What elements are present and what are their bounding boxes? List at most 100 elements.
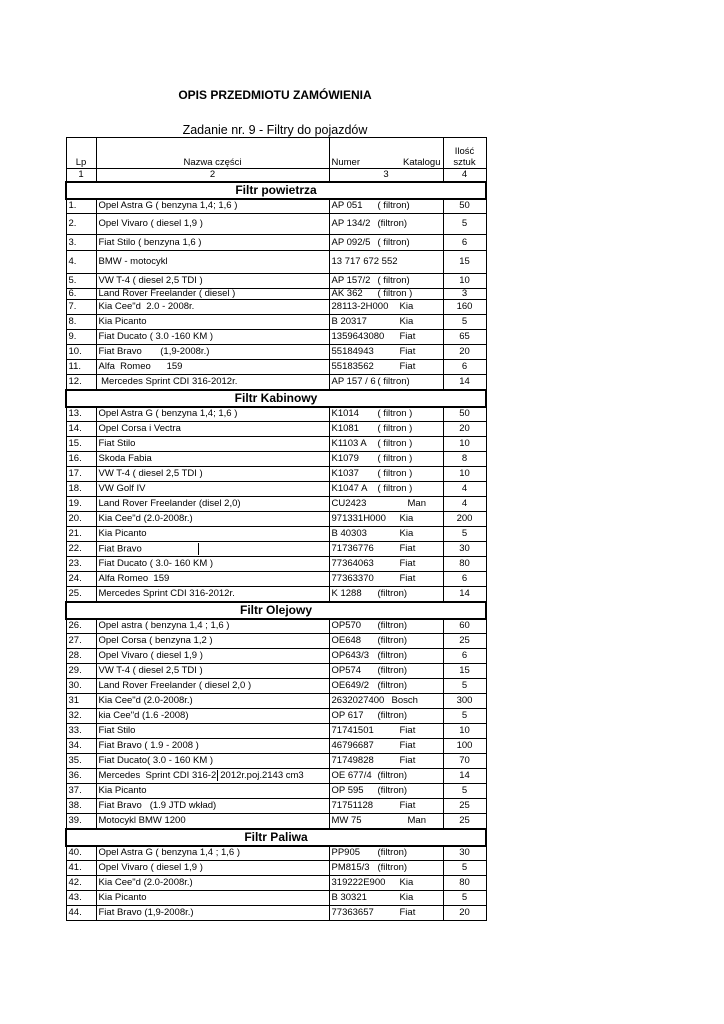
part-name: Fiat Bravo (1.9 JTD wkład) (98, 800, 217, 811)
row-lp: 8. (65, 314, 97, 330)
catalog-code: AP 092/5 (331, 236, 371, 248)
manufacturer: ( filtron) (377, 375, 410, 387)
row-catalog-number: AP 092/5 ( filtron) (328, 234, 444, 251)
row-quantity: 80 (442, 875, 487, 891)
row-catalog-number: CU2423 Man (328, 496, 444, 512)
row-lp: 36. (65, 768, 97, 784)
row-catalog-number: K1047 A ( filtron ) (328, 481, 444, 497)
catalog-code: MW 75 (331, 814, 362, 826)
row-lp: 10. (65, 344, 97, 360)
part-name: Kia Picanto (98, 316, 147, 327)
row-quantity: 5 (442, 890, 487, 906)
row-lp: 23. (65, 556, 97, 572)
manufacturer: (filtron) (377, 862, 408, 873)
document-subtitle: Zadanie nr. 9 - Filtry do pojazdów (182, 123, 368, 137)
row-catalog-number: 77363657 Fiat (328, 905, 444, 921)
row-name: Fiat Stilo ( benzyna 1,6 ) (95, 234, 330, 251)
row-lp: 35. (65, 753, 97, 769)
table-row: 4. BMW - motocykl 13 717 672 552 15 (65, 250, 487, 274)
row-name: Opel Vivaro ( diesel 1,9 ) (95, 860, 330, 876)
table-row: 36. Mercedes Sprint CDI 316-2 2012r.poj.21… (65, 768, 487, 784)
row-name: VW Golf IV (95, 481, 330, 497)
catalog-code: 71749828 (331, 755, 374, 766)
table-row: 28. Opel Vivaro ( diesel 1,9 ) OP643/3 (fil… (65, 648, 487, 664)
table-row: 8. Kia Picanto B 20317 Kia 5 (65, 314, 487, 330)
row-catalog-number: AP 134/2 (filtron) (328, 213, 444, 235)
row-lp: 21. (65, 526, 97, 542)
manufacturer: ( filtron ) (377, 468, 413, 479)
row-lp: 16. (65, 451, 97, 467)
row-catalog-number: OE649/2 (filtron) (328, 678, 444, 694)
part-name: VW T-4 ( diesel 2,5 TDI ) (98, 275, 203, 286)
part-name: Opel Astra G ( benzyna 1,4 ; 1,6 ) (98, 847, 241, 859)
document-title: OPIS PRZEDMIOTU ZAMÓWIENIA (178, 88, 372, 102)
row-quantity: 14 (442, 768, 487, 784)
row-quantity: 5 (442, 314, 487, 330)
row-quantity: 65 (442, 329, 487, 345)
table-row: 2. Opel Vivaro ( diesel 1,9 ) AP 134/2 (fil… (65, 213, 487, 235)
catalog-code: OP574 (331, 665, 362, 676)
row-catalog-number: 71741501 Fiat (328, 723, 444, 739)
row-catalog-number: OP570 (filtron) (328, 618, 444, 634)
row-quantity: 10 (442, 436, 487, 452)
part-name: Fiat Ducato( 3.0 - 160 KM ) (98, 755, 214, 766)
catalog-code: K1014 (331, 408, 359, 420)
row-lp: 3. (65, 234, 97, 251)
manufacturer: Fiat (399, 907, 416, 918)
row-lp: 29. (65, 663, 97, 679)
catalog-code: PM815/3 (331, 862, 370, 873)
row-quantity: 4 (442, 496, 487, 512)
catalog-code: 77364063 (331, 558, 374, 569)
part-name: Land Rover Freelander (disel 2,0) (98, 498, 241, 509)
row-lp: 28. (65, 648, 97, 664)
catalog-code: 71741501 (331, 725, 374, 736)
row-quantity: 160 (442, 299, 487, 315)
row-name: Fiat Ducato( 3.0 - 160 KM ) (95, 753, 330, 769)
row-catalog-number: 1359643080 Fiat (328, 329, 444, 345)
row-catalog-number: AP 051 ( filtron) (328, 198, 444, 214)
row-name: Opel Astra G ( benzyna 1,4; 1,6 ) (95, 406, 330, 422)
row-catalog-number: K 1288 (filtron) (328, 586, 444, 602)
table-row: 16. Skoda Fabia K1079 ( filtron ) 8 (65, 451, 487, 467)
part-name: Fiat Stilo ( benzyna 1,6 ) (98, 236, 202, 248)
manufacturer: Fiat (399, 800, 416, 811)
catalog-code: 319222E900 (331, 877, 386, 888)
row-name: Opel Corsa i Vectra (95, 421, 330, 437)
row-name: Land Rover Freelander (disel 2,0) (95, 496, 330, 512)
table-row: 27. Opel Corsa ( benzyna 1,2 ) OE648 (filtr… (65, 633, 487, 649)
catalog-code: K1103 A (331, 438, 367, 449)
row-quantity: 5 (442, 708, 487, 724)
row-name: Kia Cee"d 2.0 - 2008r. (95, 299, 330, 315)
row-quantity: 8 (442, 451, 487, 467)
part-name: Kia Picanto (98, 892, 147, 903)
part-name: Fiat Ducato ( 3.0- 160 KM ) (98, 558, 214, 569)
row-name: Opel astra ( benzyna 1,4 ; 1,6 ) (95, 618, 330, 634)
catalog-code: 28113-2H000 (331, 301, 389, 312)
manufacturer: (filtron) (377, 785, 408, 796)
row-name: Kia Cee"d (2.0-2008r.) (95, 875, 330, 891)
table-row: 19. Land Rover Freelander (disel 2,0) CU24… (65, 496, 487, 512)
table-row: 24. Alfa Romeo 159 77363370 Fiat 6 (65, 571, 487, 587)
catalog-code: 77363370 (331, 573, 374, 584)
catalog-code: 55184943 (331, 346, 374, 357)
header-qty: Ilość sztuk (442, 137, 487, 169)
row-lp: 5. (65, 273, 97, 289)
manufacturer: Fiat (399, 361, 416, 372)
row-catalog-number: OP643/3 (filtron) (328, 648, 444, 664)
manufacturer: Man (407, 814, 426, 826)
row-catalog-number: PM815/3 (filtron) (328, 860, 444, 876)
row-lp: 19. (65, 496, 97, 512)
row-lp: 38. (65, 798, 97, 814)
table-row: 41. Opel Vivaro ( diesel 1,9 ) PM815/3 (fil… (65, 860, 487, 876)
catalog-code: OP 595 (331, 785, 364, 796)
table-row: 15. Fiat Stilo K1103 A ( filtron ) 10 (65, 436, 487, 452)
row-name: Land Rover Freelander ( diesel 2,0 ) (95, 678, 330, 694)
table-row: 39. Motocykl BMW 1200 MW 75 Man 25 (65, 813, 487, 829)
row-name: Kia Picanto (95, 314, 330, 330)
row-lp: 27. (65, 633, 97, 649)
table-row: 10. Fiat Bravo (1,9-2008r.) 55184943 Fiat 20 (65, 344, 487, 360)
header-number-b: Katalogu (402, 157, 441, 168)
row-name: Fiat Ducato ( 3.0- 160 KM ) (95, 556, 330, 572)
row-lp: 42. (65, 875, 97, 891)
manufacturer: ( filtron ) (377, 408, 413, 420)
